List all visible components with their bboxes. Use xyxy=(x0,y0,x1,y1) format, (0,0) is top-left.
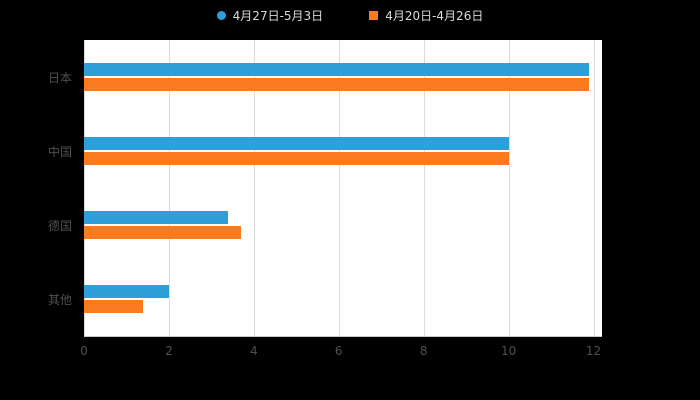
bars-layer xyxy=(84,40,602,336)
category-band-2 xyxy=(84,188,602,262)
bar-series-1-category-1 xyxy=(84,152,509,165)
gridline xyxy=(423,40,425,336)
category-band-0 xyxy=(84,40,602,114)
bar-series-0-category-1 xyxy=(84,137,509,150)
x-tick-label: 2 xyxy=(165,344,173,358)
x-tick-label: 4 xyxy=(250,344,258,358)
gridline xyxy=(253,40,255,336)
legend-item-week-current[interactable]: 4月27日-5月3日 xyxy=(216,7,324,24)
gridline xyxy=(508,40,510,336)
y-axis-label-china: 中国 xyxy=(47,144,72,159)
y-axis-label-others: 其他 xyxy=(47,293,72,308)
bar-series-0-category-2 xyxy=(84,211,229,224)
y-axis-label-germany: 德国 xyxy=(47,219,72,234)
legend-label: 4月27日-5月3日 xyxy=(232,9,324,23)
category-band-3 xyxy=(84,262,602,336)
x-tick-label: 12 xyxy=(585,344,602,358)
gridline xyxy=(593,40,595,336)
x-axis-labels: 0 2 4 6 8 10 12 xyxy=(80,344,602,360)
bar-series-1-category-0 xyxy=(84,78,590,91)
x-tick-label: 10 xyxy=(500,344,517,358)
legend-label: 4月20日-4月26日 xyxy=(385,9,484,23)
y-axis-label-japan: 日本 xyxy=(47,70,72,85)
gridline xyxy=(338,40,340,336)
bar-series-0-category-0 xyxy=(84,63,590,76)
bar-series-1-category-2 xyxy=(84,226,242,239)
legend: 4月27日-5月3日 4月20日-4月26日 xyxy=(0,7,700,24)
legend-square-marker-icon xyxy=(369,11,379,20)
gridline xyxy=(168,40,170,336)
legend-item-week-previous[interactable]: 4月20日-4月26日 xyxy=(369,7,483,24)
gridline xyxy=(84,40,85,336)
x-tick-label: 6 xyxy=(334,344,343,358)
x-tick-label: 0 xyxy=(80,344,88,358)
legend-circle-marker-icon xyxy=(216,11,226,20)
y-axis-labels: 日本 中国 德国 其他 xyxy=(0,40,78,337)
x-tick-label: 8 xyxy=(419,344,428,358)
plot-area xyxy=(84,40,602,337)
bar-series-1-category-3 xyxy=(84,300,144,313)
bar-series-0-category-3 xyxy=(84,285,169,298)
category-band-1 xyxy=(84,114,602,188)
